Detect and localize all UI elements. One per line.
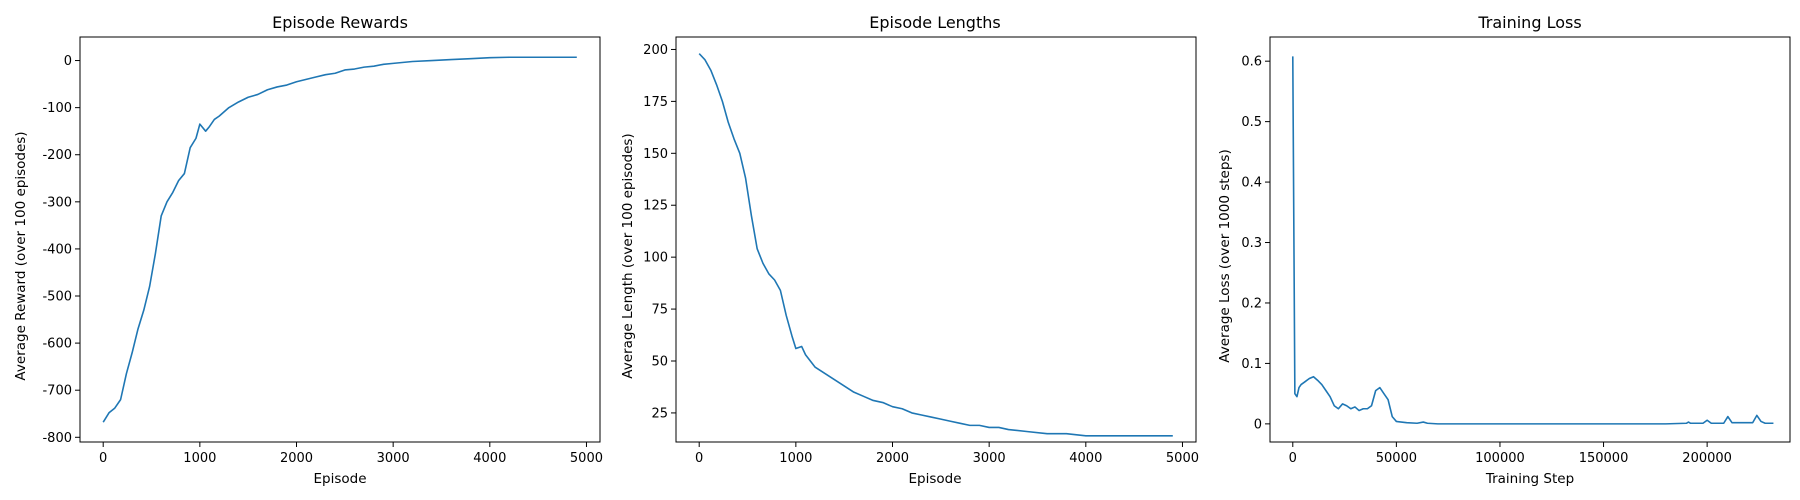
y-tick-label: -600 (42, 337, 72, 352)
y-axis-label: Average Length (over 100 episodes) (620, 133, 636, 378)
y-tick-label: -300 (42, 195, 72, 210)
x-tick-label: 0 (1289, 451, 1297, 466)
y-tick-label: -200 (42, 148, 72, 163)
x-axis-label: Training Step (1485, 471, 1574, 487)
y-tick-label: -100 (42, 101, 72, 116)
chart-loss: Training Loss Training Step Average Loss… (1217, 13, 1791, 487)
y-tick-label: 100 (643, 251, 668, 266)
y-axis-label: Average Reward (over 100 episodes) (13, 131, 29, 380)
y-tick-label: 25 (651, 406, 668, 421)
x-tick-label: 0 (695, 451, 703, 466)
x-tick-label: 1000 (183, 451, 216, 466)
x-tick-label: 2000 (876, 451, 909, 466)
y-tick-label: 50 (651, 355, 668, 370)
plot-frame (1269, 36, 1791, 443)
x-tick-label: 150000 (1579, 451, 1629, 466)
x-tick-label: 5000 (570, 451, 603, 466)
plot-frame (79, 36, 601, 443)
y-tick-label: 150 (643, 147, 668, 162)
y-tick-label: 175 (643, 95, 668, 110)
chart-lengths: Episode Lengths Episode Average Length (… (620, 13, 1199, 487)
x-tick-label: 100000 (1475, 451, 1525, 466)
x-tick-label: 2000 (280, 451, 313, 466)
chart-title: Episode Rewards (272, 13, 408, 32)
y-tick-label: 0.6 (1241, 55, 1262, 70)
x-tick-label: 4000 (473, 451, 506, 466)
x-tick-label: 200000 (1682, 451, 1732, 466)
y-tick-label: 200 (643, 43, 668, 58)
y-tick-label: -500 (42, 290, 72, 305)
y-tick-label: 0 (1254, 417, 1262, 432)
y-tick-label: 125 (643, 199, 668, 214)
x-tick-label: 50000 (1376, 451, 1417, 466)
series-line (698, 53, 1173, 437)
series-line (1291, 56, 1774, 425)
y-tick-label: 0.3 (1241, 236, 1262, 251)
x-tick-label: 4000 (1069, 451, 1102, 466)
y-tick-label: -800 (42, 431, 72, 446)
x-axis-label: Episode (313, 471, 366, 487)
chart-title: Training Loss (1477, 13, 1581, 32)
y-tick-label: 0 (64, 54, 72, 69)
x-tick-label: 0 (99, 451, 107, 466)
y-axis-label: Average Loss (over 1000 steps) (1217, 149, 1233, 362)
series-line (102, 56, 577, 423)
y-tick-label: -700 (42, 384, 72, 399)
y-tick-label: 0.4 (1241, 176, 1262, 191)
y-tick-label: 0.2 (1241, 296, 1262, 311)
x-tick-label: 3000 (377, 451, 410, 466)
y-tick-label: 75 (651, 303, 668, 318)
chart-title: Episode Lengths (869, 13, 1000, 32)
y-tick-label: 0.1 (1241, 357, 1262, 372)
y-tick-label: 0.5 (1241, 115, 1262, 130)
x-axis-label: Episode (908, 471, 961, 487)
chart-rewards: Episode Rewards Episode Average Reward (… (13, 13, 603, 487)
x-tick-label: 1000 (779, 451, 812, 466)
y-tick-label: -400 (42, 242, 72, 257)
x-tick-label: 5000 (1166, 451, 1199, 466)
plot-frame (675, 36, 1197, 443)
x-tick-label: 3000 (973, 451, 1006, 466)
